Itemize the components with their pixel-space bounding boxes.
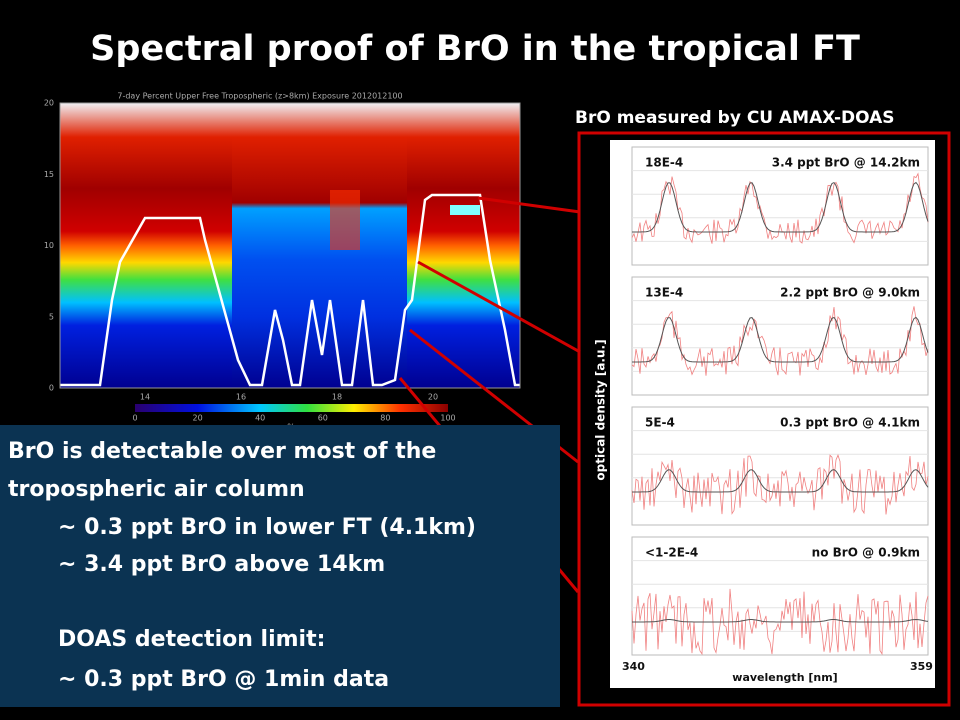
x-tick-label: 14 bbox=[140, 393, 150, 402]
calculated-spectrum bbox=[632, 618, 929, 623]
x-tick-label: 20 bbox=[428, 393, 438, 402]
panel-label: 0.3 ppt BrO @ 4.1km bbox=[780, 416, 920, 430]
colorbar-tick-label: 100 bbox=[440, 414, 455, 423]
spectra-heading: BrO measured by CU AMAX-DOAS bbox=[575, 108, 895, 128]
pointer bbox=[477, 196, 581, 214]
x-axis-label: wavelength [nm] bbox=[732, 671, 837, 684]
slide-title: Spectral proof of BrO in the tropical FT bbox=[90, 29, 860, 69]
x-tick-label: 18 bbox=[332, 393, 342, 402]
panel-label: 2.2 ppt BrO @ 9.0km bbox=[780, 286, 920, 300]
highlight-box bbox=[577, 131, 951, 707]
pointer bbox=[417, 260, 581, 354]
text-box-line: DOAS detection limit: bbox=[58, 627, 325, 652]
y-tick-label: 0 bbox=[49, 384, 54, 393]
x-end: 359 bbox=[910, 660, 933, 673]
colorbar-tick-label: 20 bbox=[193, 414, 203, 423]
text-box-line: ~ 3.4 ppt BrO above 14km bbox=[58, 552, 385, 577]
panel-scale: 13E-4 bbox=[645, 286, 683, 300]
x-tick-label: 16 bbox=[236, 393, 246, 402]
subplot-frame bbox=[631, 276, 929, 396]
curtain-plot: 7-day Percent Upper Free Tropospheric (z… bbox=[59, 92, 521, 432]
spectra-panel bbox=[610, 140, 935, 688]
y-tick-label: 5 bbox=[49, 312, 54, 321]
curtain-title: 7-day Percent Upper Free Tropospheric (z… bbox=[117, 92, 402, 101]
plot-frame bbox=[59, 102, 521, 389]
text-box-line: tropospheric air column bbox=[8, 477, 305, 502]
curtain-image bbox=[330, 190, 360, 250]
measured-spectrum bbox=[631, 172, 929, 244]
panel-label: 3.4 ppt BrO @ 14.2km bbox=[772, 156, 920, 170]
text-box-line: ~ 0.3 ppt BrO @ 1min data bbox=[58, 667, 389, 692]
text-box bbox=[0, 425, 560, 707]
panel-scale: 5E-4 bbox=[645, 416, 675, 430]
colorbar-tick-label: 0 bbox=[132, 414, 137, 423]
panel-label: no BrO @ 0.9km bbox=[812, 546, 920, 560]
colorbar bbox=[135, 404, 448, 412]
panel-scale: 18E-4 bbox=[645, 156, 683, 170]
text-box-line: BrO is detectable over most of the bbox=[8, 439, 436, 464]
exposure-line bbox=[60, 193, 520, 387]
measured-spectrum bbox=[631, 454, 929, 515]
colorbar-tick-label: 80 bbox=[380, 414, 390, 423]
y-tick-label: 10 bbox=[44, 241, 54, 250]
calculated-spectrum bbox=[632, 469, 929, 493]
x-start: 340 bbox=[622, 660, 645, 673]
y-tick-label: 20 bbox=[44, 99, 54, 108]
panel-scale: <1-2E-4 bbox=[645, 546, 698, 560]
colorbar-tick-label: 60 bbox=[318, 414, 328, 423]
calculated-spectrum bbox=[632, 181, 929, 233]
text-box-line: ~ 0.3 ppt BrO in lower FT (4.1km) bbox=[58, 515, 476, 540]
y-tick-label: 15 bbox=[44, 170, 54, 179]
y-axis-label: optical density [a.u.] bbox=[594, 339, 608, 480]
measured-spectrum bbox=[631, 588, 929, 656]
subplot-frame bbox=[631, 146, 929, 266]
calculated-spectrum bbox=[632, 316, 929, 363]
subplot-frame bbox=[631, 406, 929, 526]
curtain-image bbox=[450, 205, 480, 215]
colorbar-tick-label: 40 bbox=[255, 414, 265, 423]
